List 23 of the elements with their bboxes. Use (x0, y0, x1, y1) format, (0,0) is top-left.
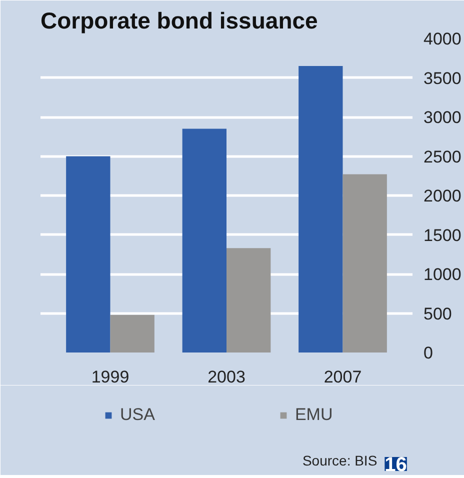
chart-title: Corporate bond issuance (40, 8, 318, 34)
y-tick-label: 3500 (424, 68, 462, 88)
y-tick-label: 2500 (424, 147, 462, 166)
y-tick-label: 1500 (424, 226, 462, 245)
bar (342, 174, 387, 352)
x-tick-label: 2007 (324, 368, 362, 386)
bar (182, 128, 226, 352)
y-tick-label: 3000 (424, 108, 462, 127)
legend-label: USA (120, 405, 155, 425)
y-tick-label: 4000 (424, 30, 462, 48)
bar (226, 248, 271, 352)
y-tick-label: 1000 (424, 265, 462, 284)
y-tick-label: 500 (424, 304, 452, 324)
legend-label: EMU (294, 405, 333, 425)
source-note: Source: BIS (302, 452, 378, 468)
y-tick-label: 2000 (424, 186, 462, 206)
bar (66, 156, 110, 352)
text: 16 (384, 454, 407, 476)
x-tick-label: 1999 (91, 368, 130, 386)
bar (298, 66, 343, 352)
x-tick-label: 2003 (208, 368, 246, 386)
bar (110, 314, 154, 352)
y-tick-label: 0 (424, 344, 433, 362)
